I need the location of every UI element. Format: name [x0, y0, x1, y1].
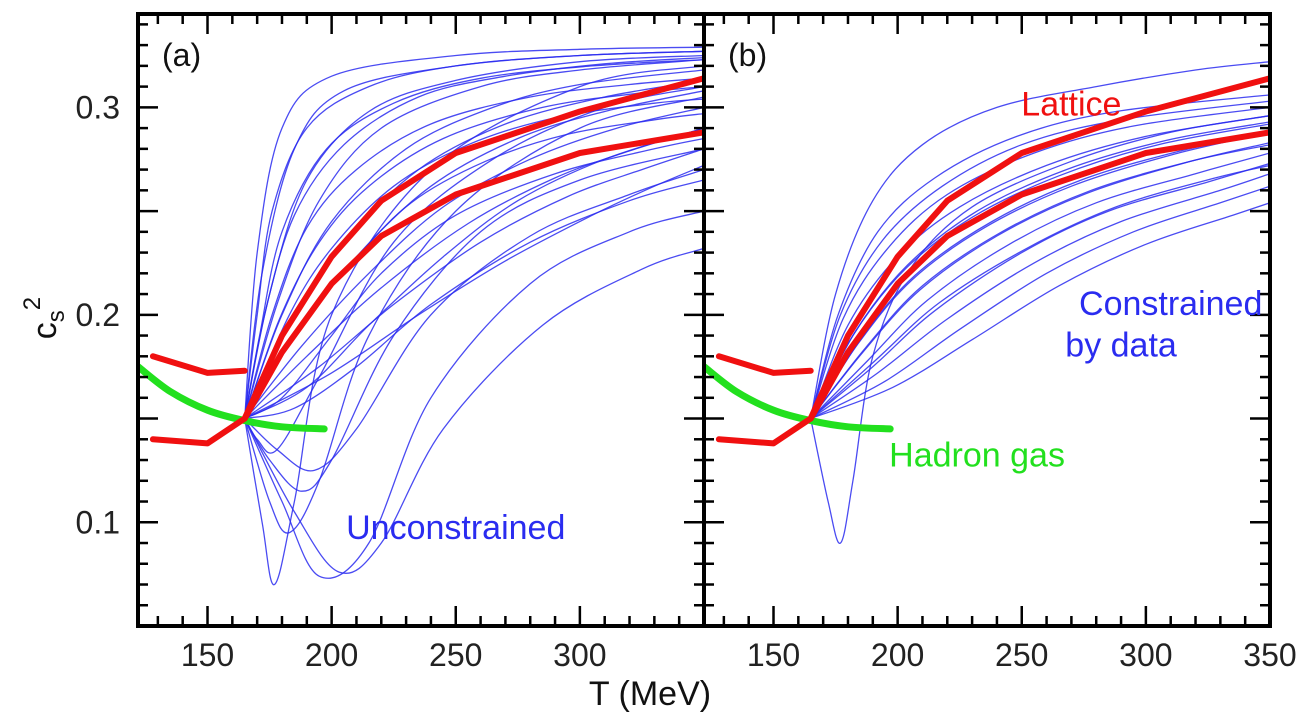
model-curve — [810, 61, 1270, 419]
model-curve — [244, 46, 704, 419]
lattice-curve — [715, 353, 814, 376]
annotation: Constrained — [1079, 285, 1262, 323]
x-tick-label: 250 — [995, 637, 1048, 673]
model-curve — [810, 115, 1270, 544]
model-curve — [810, 152, 1270, 419]
model-curve — [244, 127, 704, 420]
model-curve — [810, 115, 1270, 419]
model-curve — [810, 106, 1270, 419]
y-tick-label: 0.1 — [76, 504, 120, 540]
model-curve — [244, 98, 704, 419]
model-curve — [244, 137, 704, 420]
model-curve — [810, 185, 1270, 420]
model-curve — [244, 50, 704, 419]
model-curve — [244, 106, 704, 419]
model-curve — [244, 69, 704, 419]
x-tick-label: 150 — [181, 637, 234, 673]
panel-label: (b) — [728, 37, 767, 73]
model-curve — [810, 131, 1270, 419]
curves — [704, 61, 1270, 544]
model-curve — [244, 56, 704, 419]
lattice-curve — [241, 75, 704, 422]
annotation: Lattice — [1021, 86, 1121, 124]
lattice-curve — [149, 353, 248, 376]
lattice-curve — [715, 129, 1270, 447]
model-curve — [810, 202, 1270, 420]
hadron-gas-curve — [704, 363, 894, 433]
y-axis-label-main: c — [26, 322, 64, 339]
y-axis-label: cs2 — [19, 297, 70, 339]
panel-a: 150 200 250 300 0.1 0.2 0.3 (a) Unconstrained — [76, 12, 706, 673]
x-tick-label: 300 — [553, 637, 606, 673]
model-curve — [244, 247, 704, 574]
model-curve — [244, 179, 704, 420]
model-curve — [244, 96, 704, 534]
model-curve — [810, 164, 1270, 419]
model-curve — [244, 85, 704, 419]
model-curve — [810, 162, 1270, 420]
model-curve — [244, 168, 704, 472]
model-curve — [244, 77, 704, 419]
model-curve — [810, 131, 1270, 419]
model-curve — [244, 50, 704, 419]
x-axis-label: T (MeV) — [589, 675, 711, 713]
panel-label: (a) — [162, 37, 201, 73]
x-tick-label: 200 — [871, 637, 924, 673]
y-axis-label-sub: s — [43, 310, 70, 322]
annotation: Hadron gas — [889, 436, 1065, 474]
plot-frame — [702, 12, 1272, 628]
x-tick-label: 250 — [429, 637, 482, 673]
lattice-curve — [807, 75, 1270, 422]
lattice-curve — [149, 129, 704, 447]
model-curve — [244, 148, 704, 492]
x-tick-label: 200 — [305, 637, 358, 673]
model-curve — [810, 121, 1270, 419]
hadron-gas-curve — [138, 363, 328, 433]
annotation: by data — [1065, 326, 1177, 364]
model-curve — [244, 58, 704, 419]
curves — [138, 46, 704, 586]
model-curve — [244, 90, 704, 419]
x-tick-label: 350 — [1243, 637, 1296, 673]
x-tick-label: 150 — [747, 637, 800, 673]
model-curve — [244, 58, 704, 419]
svg-text:cs2: cs2 — [19, 297, 70, 339]
model-curve — [244, 210, 704, 579]
y-tick-label: 0.3 — [76, 89, 120, 125]
model-curve — [810, 173, 1270, 420]
y-tick-label: 0.2 — [76, 297, 120, 333]
y-axis-label-sup: 2 — [19, 297, 46, 310]
model-curve — [810, 144, 1270, 419]
model-curve — [244, 148, 704, 420]
x-tick-label: 300 — [1119, 637, 1172, 673]
annotation: Unconstrained — [346, 509, 565, 547]
model-curve — [810, 94, 1270, 419]
model-curve — [244, 164, 704, 420]
